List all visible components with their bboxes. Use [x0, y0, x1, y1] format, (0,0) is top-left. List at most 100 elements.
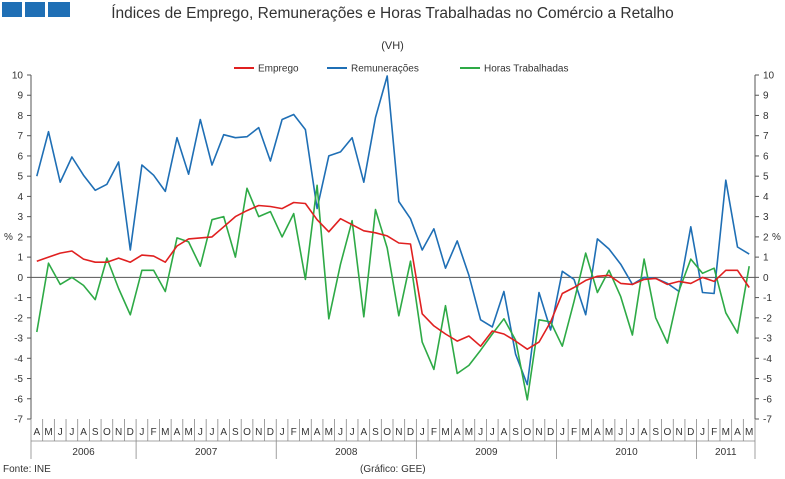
x-year-label: 2010: [615, 447, 638, 458]
y-tick-label-right: -3: [763, 334, 772, 345]
y-tick-label-left: 3: [17, 212, 23, 223]
x-month-label: S: [92, 427, 99, 438]
x-month-label: N: [255, 427, 262, 438]
y-tick-label-left: -3: [14, 334, 23, 345]
x-month-label: F: [151, 427, 157, 438]
x-month-label: A: [501, 427, 508, 438]
y-tick-label-left: 1: [17, 253, 23, 264]
x-month-label: J: [560, 427, 565, 438]
x-month-label: F: [571, 427, 577, 438]
legend-item-remuneracoes-label: Remunerações: [351, 64, 419, 75]
y-tick-label-left: 5: [17, 172, 23, 183]
x-month-label: M: [722, 427, 730, 438]
x-month-label: A: [360, 427, 367, 438]
x-month-label: N: [395, 427, 402, 438]
y-tick-label-right: 7: [763, 131, 769, 142]
x-month-label: A: [220, 427, 227, 438]
header-decor-block-2: [25, 2, 45, 17]
y-tick-label-left: 0: [17, 273, 23, 284]
x-month-label: O: [664, 427, 672, 438]
x-month-label: M: [605, 427, 613, 438]
x-month-label: A: [314, 427, 321, 438]
y-tick-label-left: -7: [14, 415, 23, 426]
header-decor-block-3: [48, 2, 70, 17]
x-month-label: O: [103, 427, 111, 438]
y-tick-label-right: 4: [763, 192, 769, 203]
y-tick-label-right: 3: [763, 212, 769, 223]
y-tick-label-right: -2: [763, 313, 772, 324]
y-tick-label-right: 0: [763, 273, 769, 284]
x-year-label: 2008: [335, 447, 358, 458]
y-tick-label-left: -6: [14, 394, 23, 405]
x-month-label: S: [372, 427, 379, 438]
x-month-label: M: [184, 427, 192, 438]
y-tick-label-right: -1: [763, 293, 772, 304]
x-month-label: D: [407, 427, 414, 438]
y-tick-label-left: 10: [12, 71, 24, 82]
y-tick-label-left: -4: [14, 354, 23, 365]
x-month-label: J: [69, 427, 74, 438]
y-tick-label-right: 5: [763, 172, 769, 183]
x-month-label: A: [80, 427, 87, 438]
x-month-label: D: [127, 427, 134, 438]
credit-note: (Gráfico: GEE): [360, 464, 426, 475]
x-year-label: 2006: [72, 447, 95, 458]
source-note: Fonte: INE: [3, 464, 51, 475]
x-month-label: J: [338, 427, 343, 438]
y-tick-label-left: 4: [17, 192, 23, 203]
series-line-emprego: [36, 201, 750, 351]
y-tick-label-left: -5: [14, 374, 23, 385]
x-month-label: M: [745, 427, 753, 438]
chart-subtitle: (VH): [381, 40, 404, 52]
y-tick-label-left: 2: [17, 232, 23, 243]
x-month-label: S: [232, 427, 239, 438]
x-month-label: J: [420, 427, 425, 438]
y-tick-label-right: -7: [763, 415, 772, 426]
y-tick-label-left: 6: [17, 151, 23, 162]
header-decor-block-1: [2, 2, 22, 17]
x-month-label: M: [465, 427, 473, 438]
series-line-remunera-es: [36, 75, 750, 386]
x-month-label: N: [535, 427, 542, 438]
x-year-label: 2009: [475, 447, 498, 458]
x-month-label: J: [139, 427, 144, 438]
x-month-label: M: [44, 427, 52, 438]
x-month-label: D: [547, 427, 554, 438]
x-month-label: J: [618, 427, 623, 438]
y-tick-label-right: 8: [763, 111, 769, 122]
y-tick-label-right: 10: [763, 71, 775, 82]
y-tick-label-left: 9: [17, 91, 23, 102]
x-month-label: F: [431, 427, 437, 438]
x-month-label: A: [454, 427, 461, 438]
x-month-label: M: [325, 427, 333, 438]
x-month-label: O: [243, 427, 251, 438]
y-tick-label-left: 8: [17, 111, 23, 122]
chart-title: Índices de Emprego, Remunerações e Horas…: [111, 5, 674, 22]
x-month-label: J: [700, 427, 705, 438]
x-month-label: J: [490, 427, 495, 438]
y-tick-label-right: -6: [763, 394, 772, 405]
x-month-label: D: [267, 427, 274, 438]
x-month-label: A: [594, 427, 601, 438]
x-month-label: F: [291, 427, 297, 438]
x-month-label: A: [34, 427, 41, 438]
x-month-label: O: [383, 427, 391, 438]
x-month-label: M: [301, 427, 309, 438]
y-tick-label-right: -4: [763, 354, 772, 365]
x-month-label: J: [280, 427, 285, 438]
x-month-label: M: [582, 427, 590, 438]
x-month-label: J: [478, 427, 483, 438]
x-month-label: J: [58, 427, 63, 438]
x-month-label: A: [174, 427, 181, 438]
y-axis-label-right: %: [772, 232, 781, 243]
x-month-label: J: [630, 427, 635, 438]
y-tick-label-right: 9: [763, 91, 769, 102]
legend-item-emprego-label: Emprego: [258, 64, 299, 75]
x-month-label: J: [210, 427, 215, 438]
x-month-label: J: [198, 427, 203, 438]
x-month-label: N: [675, 427, 682, 438]
y-tick-label-right: 1: [763, 253, 769, 264]
x-month-label: O: [523, 427, 531, 438]
y-tick-label-right: 2: [763, 232, 769, 243]
